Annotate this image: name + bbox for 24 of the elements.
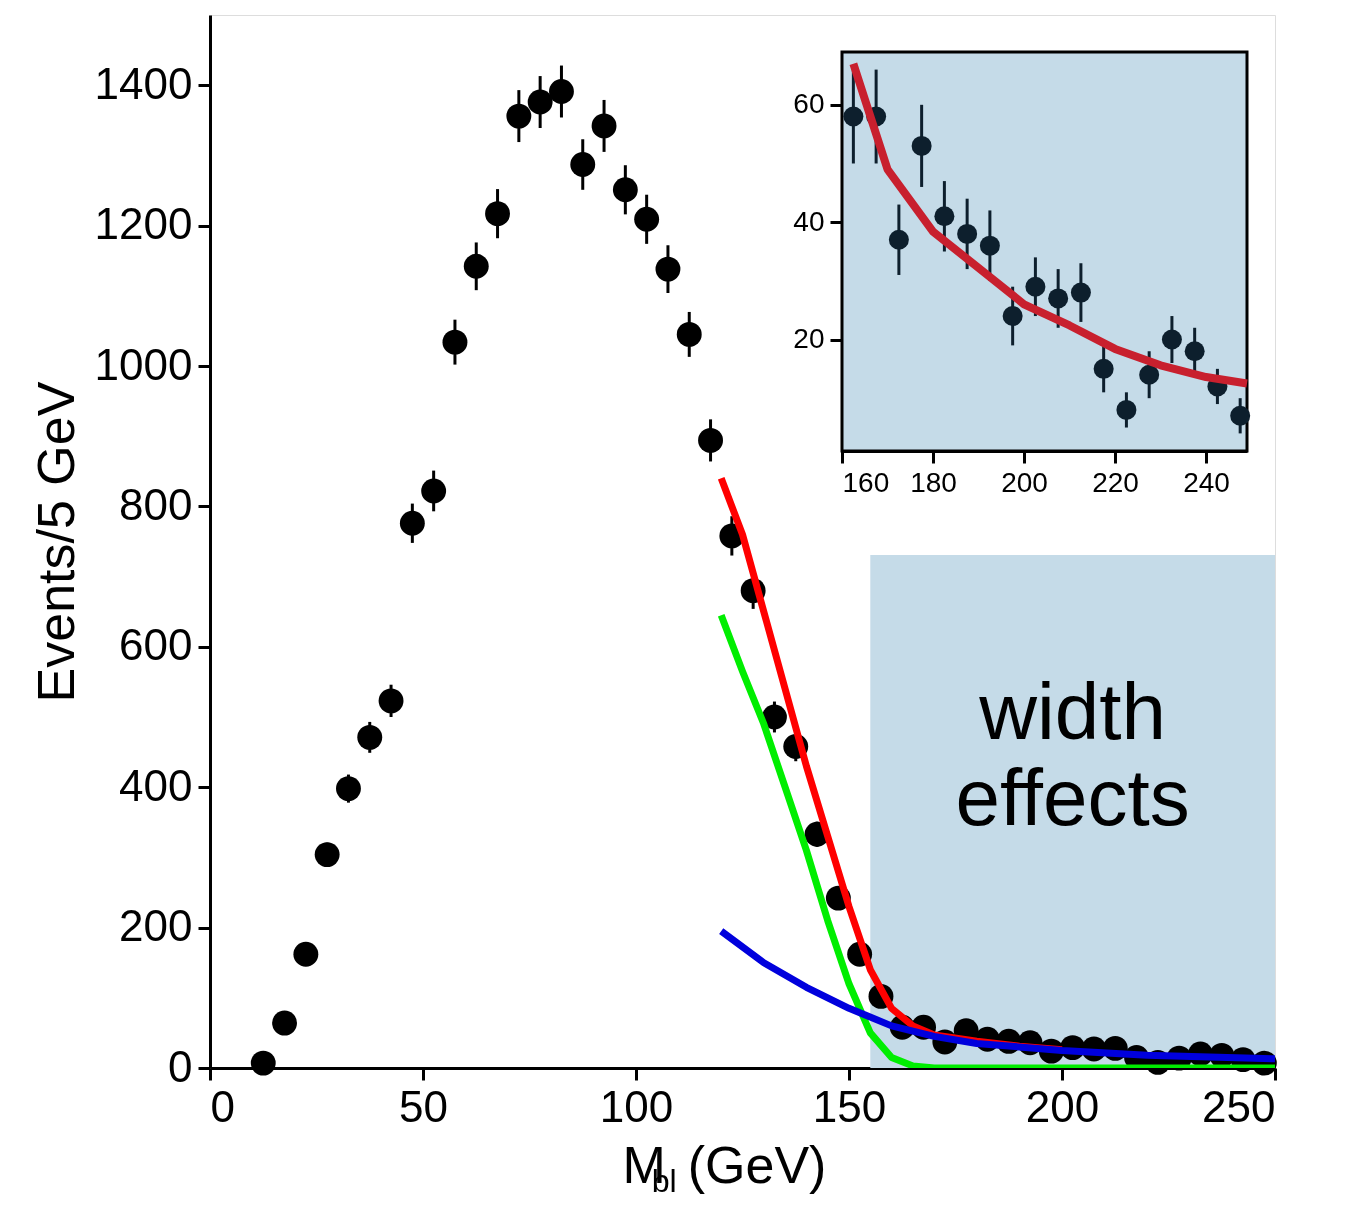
x-tick-label: 240 bbox=[1183, 466, 1230, 498]
x-tick-label: 220 bbox=[1092, 466, 1139, 498]
x-tick-label: 200 bbox=[1001, 466, 1048, 498]
x-tick-label: 180 bbox=[910, 466, 957, 498]
y-tick-label: 0 bbox=[168, 1041, 193, 1091]
y-tick-label: 1000 bbox=[94, 339, 193, 389]
y-tick-label: 800 bbox=[119, 479, 193, 529]
x-tick-label: 150 bbox=[812, 1081, 887, 1131]
x-tick-label: 200 bbox=[1025, 1081, 1100, 1131]
y-tick-label: 20 bbox=[793, 323, 825, 355]
x-tick-label: 250 bbox=[1202, 1081, 1276, 1131]
y-tick-label: 400 bbox=[119, 760, 193, 810]
x-tick-label: 0 bbox=[210, 1081, 235, 1131]
y-axis-title: Events/5 GeV bbox=[26, 381, 85, 703]
x-tick-label: 160 bbox=[842, 466, 890, 498]
y-tick-label: 1200 bbox=[94, 199, 193, 249]
x-tick-label: 100 bbox=[599, 1081, 674, 1131]
y-tick-label: 60 bbox=[793, 88, 825, 120]
y-tick-label: 200 bbox=[119, 901, 193, 951]
band-label: width effects bbox=[955, 667, 1190, 842]
x-tick-label: 50 bbox=[399, 1081, 448, 1131]
y-tick-label: 1400 bbox=[94, 58, 193, 108]
y-tick-label: 600 bbox=[119, 620, 193, 670]
y-tick-label: 40 bbox=[793, 205, 825, 237]
